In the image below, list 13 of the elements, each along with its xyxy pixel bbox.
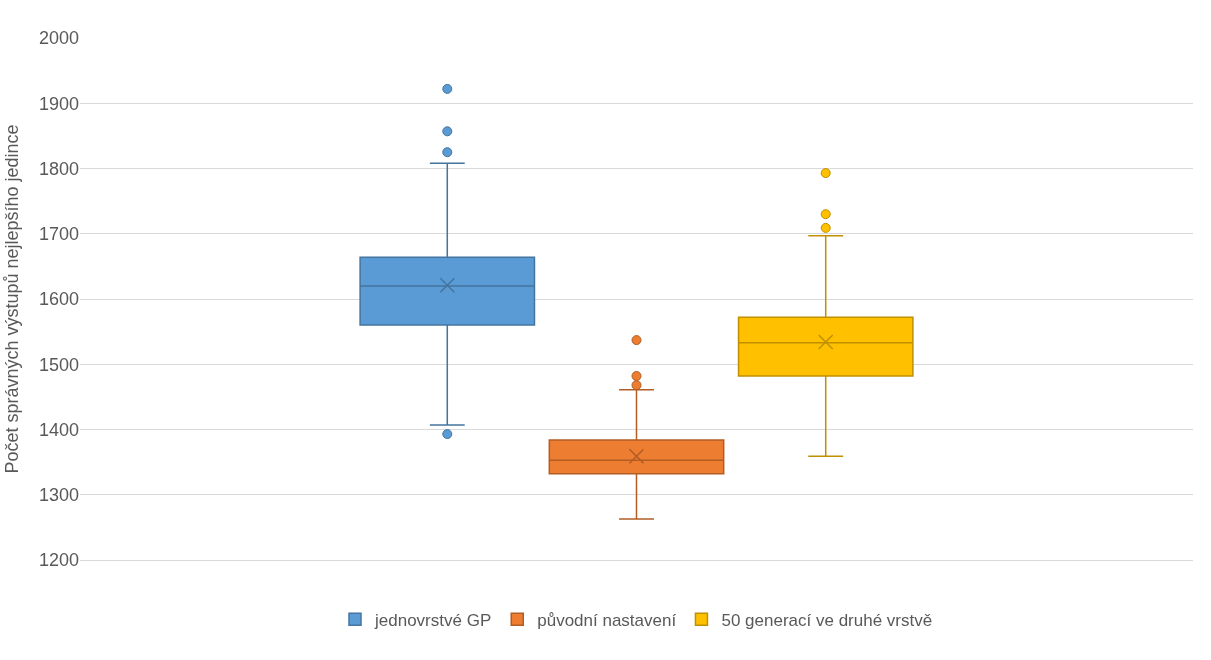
y-tick-label: 1800 — [38, 158, 79, 179]
y-tick-label: 1900 — [38, 93, 79, 114]
y-tick-label: 1500 — [38, 354, 79, 375]
y-tick-label: 1300 — [38, 485, 79, 506]
y-tick-label: 1600 — [38, 289, 79, 310]
y-tick-label: 1700 — [38, 224, 79, 245]
y-axis-title: Počet správných výstupů nejlepšího jedince — [2, 124, 23, 474]
y-tick-label: 1400 — [38, 419, 79, 440]
legend-label: původní nastavení — [537, 610, 677, 630]
y-tick-label: 2000 — [38, 28, 79, 49]
y-tick-label: 1200 — [38, 550, 79, 571]
legend-label: 50 generací ve druhé vrstvě — [721, 610, 933, 630]
legend-label: jednovrstvé GP — [374, 610, 492, 630]
